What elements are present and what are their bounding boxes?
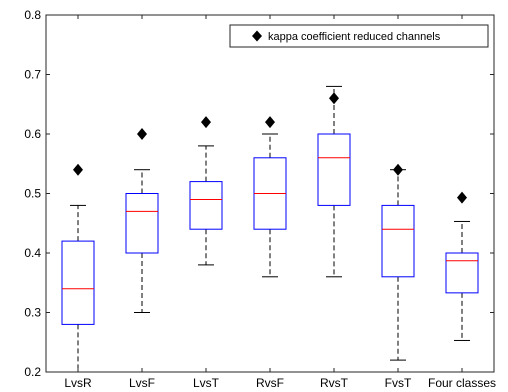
box-group-1 xyxy=(61,163,95,373)
x-axis-ticks: LvsR LvsF LvsT RvsF RvsT FvsT Four classes xyxy=(64,15,496,390)
y-tick-label: 0.2 xyxy=(24,365,41,379)
reduced-channels-marker xyxy=(457,191,467,204)
reduced-channels-marker xyxy=(201,116,211,129)
x-tick-label: LvsR xyxy=(64,376,92,390)
y-axis-ticks: 0.2 0.3 0.4 0.5 0.6 0.7 0.8 xyxy=(24,8,494,379)
box xyxy=(381,204,415,278)
x-tick-label: RvsT xyxy=(320,376,349,390)
box xyxy=(317,133,351,206)
box-group-2 xyxy=(125,128,159,313)
box xyxy=(61,240,95,325)
box xyxy=(189,181,223,230)
reduced-channels-marker xyxy=(265,116,275,129)
legend-diamond-marker xyxy=(252,30,262,42)
reduced-channels-marker xyxy=(329,92,339,105)
reduced-channels-marker xyxy=(137,128,147,140)
box xyxy=(125,193,159,254)
x-tick-label: Four classes xyxy=(428,376,496,390)
y-tick-label: 0.3 xyxy=(24,306,41,320)
y-tick-label: 0.5 xyxy=(24,187,41,201)
box-group-3 xyxy=(189,116,223,266)
y-tick-label: 0.6 xyxy=(24,127,41,141)
box-group-6 xyxy=(381,163,415,361)
x-tick-label: LvsT xyxy=(193,376,220,390)
reduced-channels-marker xyxy=(73,163,83,176)
x-tick-label: RvsF xyxy=(256,376,284,390)
reduced-channels-marker xyxy=(393,163,403,176)
y-tick-label: 0.8 xyxy=(24,8,41,22)
x-tick-label: FvsT xyxy=(385,376,412,390)
box xyxy=(445,252,479,294)
plot-content xyxy=(61,85,479,373)
x-tick-label: LvsF xyxy=(129,376,155,390)
legend-box xyxy=(229,24,489,48)
legend-label: kappa coefficient reduced channels xyxy=(268,31,441,43)
box-group-4 xyxy=(253,116,287,278)
box-group-7 xyxy=(445,191,479,341)
y-tick-label: 0.4 xyxy=(24,246,41,260)
y-tick-label: 0.7 xyxy=(24,68,41,82)
box-group-5 xyxy=(317,85,351,278)
legend: kappa coefficient reduced channels xyxy=(229,24,489,48)
